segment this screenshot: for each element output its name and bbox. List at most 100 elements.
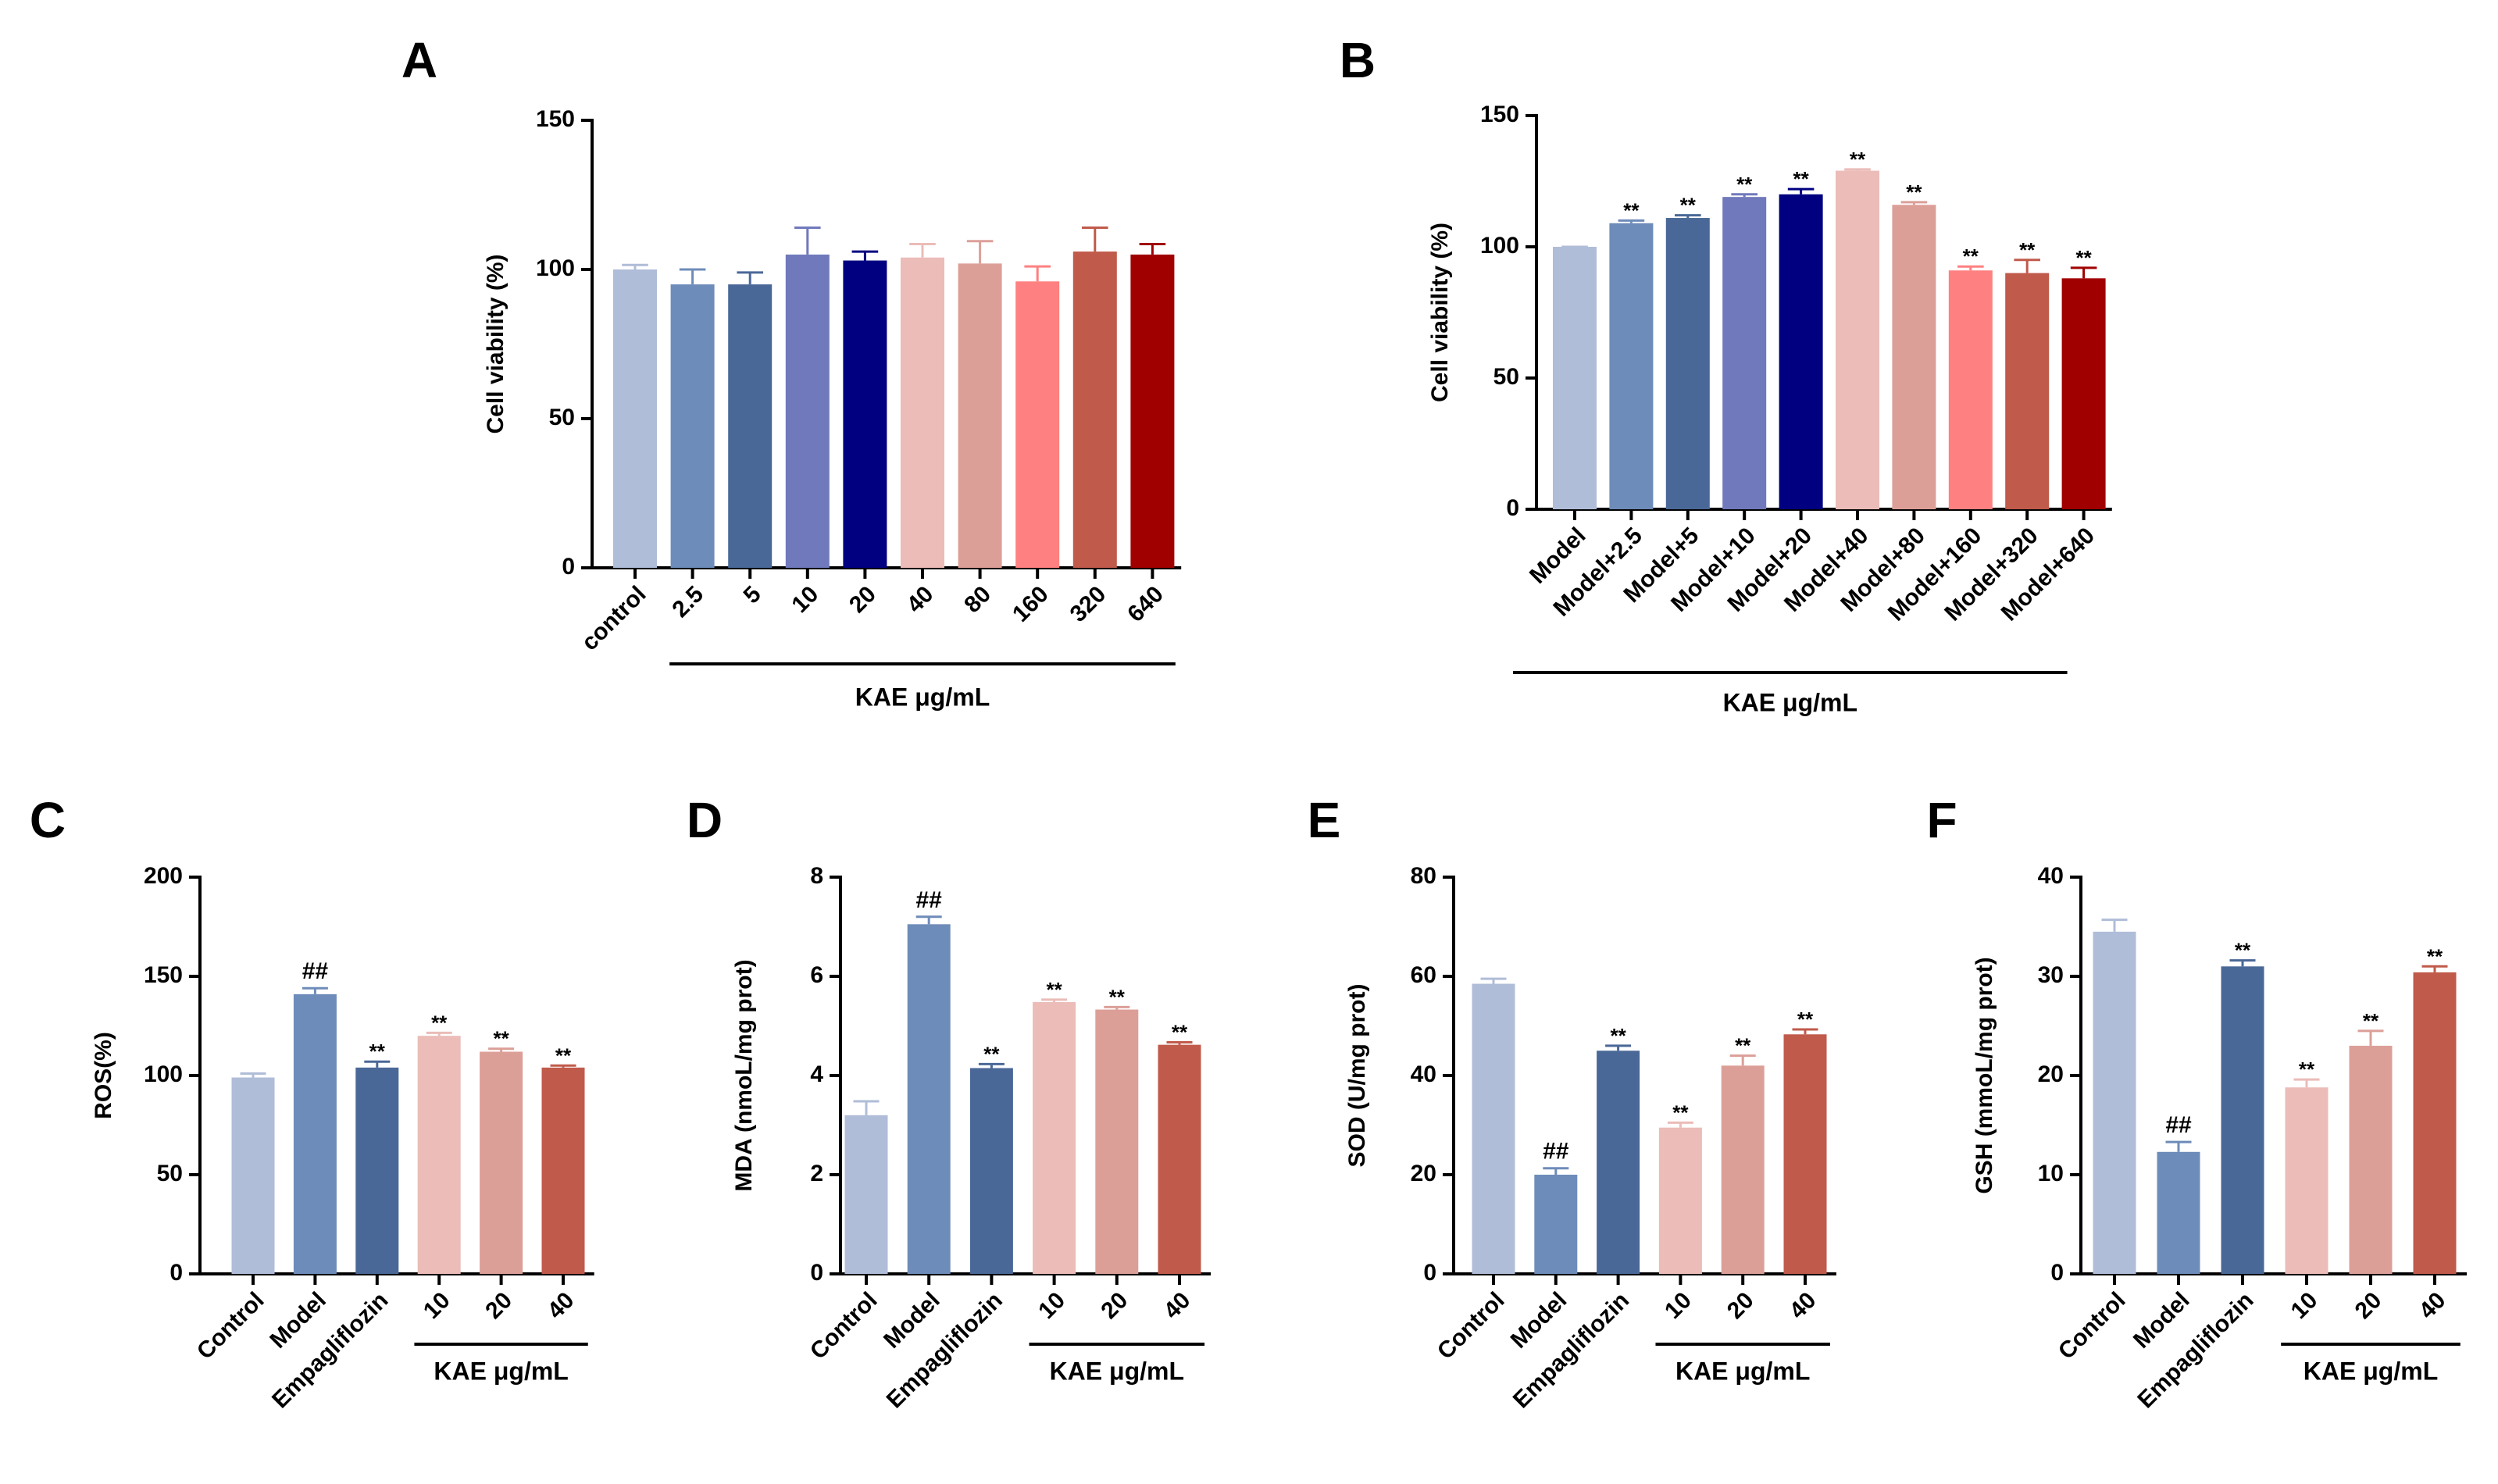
bar — [2221, 966, 2264, 1274]
x-tick-label: Empagliflozin — [2132, 1287, 2258, 1413]
significance-mark: ## — [916, 887, 943, 913]
x-tick-label: Control — [192, 1287, 269, 1364]
significance-mark: ** — [2235, 939, 2251, 962]
significance-mark: ** — [1735, 1034, 1751, 1058]
x-tick-label: 20 — [1722, 1287, 1759, 1324]
bar — [728, 284, 773, 568]
bar — [1722, 197, 1767, 509]
bar — [1721, 1065, 1765, 1274]
y-tick-label: 100 — [536, 255, 575, 281]
y-tick-label: 8 — [810, 863, 823, 889]
significance-mark: ** — [1046, 978, 1062, 1001]
y-tick-label: 0 — [1506, 495, 1519, 521]
y-tick-label: 20 — [1411, 1161, 1436, 1186]
bar — [1597, 1051, 1640, 1274]
x-tick-label: 10 — [2286, 1287, 2323, 1324]
significance-mark: ** — [555, 1043, 572, 1067]
bar — [670, 284, 715, 568]
bar — [2157, 1151, 2200, 1274]
bar — [1553, 247, 1597, 509]
bar — [1072, 251, 1117, 568]
bar — [293, 993, 337, 1274]
significance-mark: ** — [369, 1040, 386, 1063]
panel-label: F — [1926, 792, 1957, 848]
bar — [2413, 972, 2457, 1274]
x-tick-label: 20 — [480, 1287, 517, 1324]
significance-mark: ** — [1793, 167, 1809, 191]
bar — [1779, 194, 1823, 510]
bar — [355, 1067, 399, 1274]
bar — [907, 924, 951, 1274]
y-tick-label: 0 — [2050, 1260, 2064, 1286]
bar — [843, 260, 887, 568]
y-tick-label: 150 — [1480, 102, 1519, 127]
y-tick-label: 10 — [2038, 1161, 2064, 1186]
bar — [1665, 218, 1710, 509]
bar — [2005, 273, 2050, 509]
bar — [2061, 278, 2106, 509]
group-label: KAE μg/mL — [1675, 1357, 1810, 1385]
x-tick-label: 160 — [1008, 581, 1054, 627]
significance-mark: ** — [1963, 244, 1979, 268]
x-tick-label: control — [576, 581, 651, 655]
significance-mark: ** — [2075, 246, 2092, 269]
y-axis-label: MDA (nmoL/mg prot) — [731, 959, 757, 1191]
bar — [2349, 1045, 2393, 1274]
bar — [958, 263, 1002, 568]
y-tick-label: 20 — [2038, 1061, 2064, 1087]
bar — [1948, 270, 1993, 509]
group-label: KAE μg/mL — [1723, 688, 1857, 716]
significance-mark: ** — [1906, 180, 1922, 204]
y-tick-label: 40 — [1411, 1061, 1436, 1087]
x-tick-label: Empagliflozin — [882, 1287, 1008, 1413]
y-axis-label: GSH (mmoL/mg prot) — [1972, 957, 1997, 1193]
y-tick-label: 50 — [549, 405, 575, 430]
bar — [1783, 1034, 1827, 1274]
significance-mark: ## — [2165, 1112, 2192, 1138]
panel-label: D — [687, 792, 723, 848]
x-tick-label: 20 — [844, 581, 881, 618]
bar — [785, 254, 830, 568]
significance-mark: ## — [1543, 1139, 1569, 1165]
y-axis-label: Cell viability (%) — [1427, 223, 1453, 402]
x-tick-label: 40 — [1159, 1287, 1196, 1324]
bar — [417, 1036, 461, 1274]
x-tick-label: 40 — [543, 1287, 580, 1324]
significance-mark: ** — [1109, 985, 1126, 1008]
significance-mark: ** — [1850, 148, 1866, 171]
y-tick-label: 200 — [144, 863, 183, 889]
bar — [1892, 205, 1936, 509]
group-label: KAE μg/mL — [1050, 1357, 1184, 1385]
x-tick-label: 640 — [1122, 581, 1169, 627]
bar — [1609, 223, 1654, 509]
y-tick-label: 100 — [144, 1061, 183, 1087]
bar — [1158, 1044, 1201, 1274]
bar — [1015, 281, 1060, 568]
y-tick-label: 6 — [810, 962, 823, 988]
bar — [969, 1068, 1013, 1274]
x-tick-label: 2.5 — [667, 581, 708, 622]
panel-label: B — [1340, 32, 1376, 88]
x-tick-label: 40 — [1785, 1287, 1822, 1324]
y-tick-label: 0 — [810, 1260, 823, 1286]
bar — [1836, 170, 1879, 509]
bar — [1472, 983, 1515, 1274]
x-tick-label: Control — [1433, 1287, 1510, 1364]
x-tick-label: Control — [805, 1287, 883, 1364]
x-tick-label: 5 — [739, 581, 766, 608]
significance-mark: ** — [2363, 1009, 2379, 1033]
bar — [1130, 254, 1175, 568]
significance-mark: ## — [302, 958, 329, 984]
bar — [2093, 931, 2136, 1274]
y-tick-label: 100 — [1480, 233, 1519, 259]
x-tick-label: 10 — [787, 581, 823, 618]
y-tick-label: 30 — [2038, 962, 2064, 988]
significance-mark: ** — [2427, 944, 2443, 968]
bar — [1534, 1175, 1578, 1274]
y-tick-label: 50 — [157, 1161, 183, 1186]
significance-mark: ** — [431, 1011, 448, 1034]
y-tick-label: 0 — [1423, 1260, 1436, 1286]
